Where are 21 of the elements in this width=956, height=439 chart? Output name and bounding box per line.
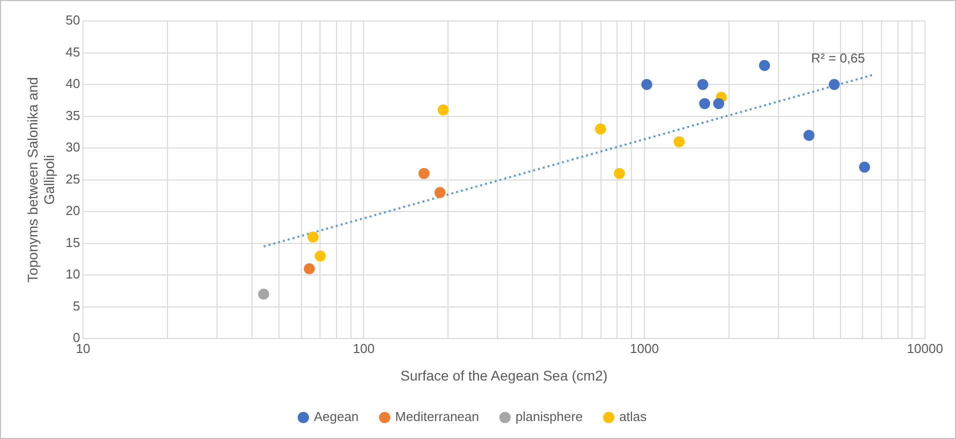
y-tick-label: 10 xyxy=(66,266,80,282)
y-tick-label: 40 xyxy=(66,76,80,92)
y-tick-label: 5 xyxy=(72,298,80,314)
x-tick-label: 100 xyxy=(352,340,375,356)
y-tick-label: 25 xyxy=(66,171,80,186)
x-axis-title: Surface of the Aegean Sea (cm2) xyxy=(400,367,608,384)
legend-label: atlas xyxy=(619,409,648,424)
y-tick-label: 35 xyxy=(66,108,80,123)
y-tick-label: 20 xyxy=(66,203,80,218)
legend-label: planisphere xyxy=(515,409,583,424)
legend-label: Mediterranean xyxy=(395,409,479,424)
y-tick-label: 45 xyxy=(66,44,80,60)
x-tick-label: 10000 xyxy=(906,340,944,356)
annotation: R² = 0,65 xyxy=(811,50,865,66)
y-tick-label: 30 xyxy=(66,140,80,155)
y-tick-label: 0 xyxy=(72,330,80,346)
y-axis-title: Toponyms between Salonika and Gallipoli xyxy=(24,77,58,283)
legend-label: Aegean xyxy=(314,409,359,424)
x-tick-label: 1000 xyxy=(630,340,659,356)
y-tick-label: 15 xyxy=(66,234,80,250)
y-tick-label: 50 xyxy=(66,12,80,28)
